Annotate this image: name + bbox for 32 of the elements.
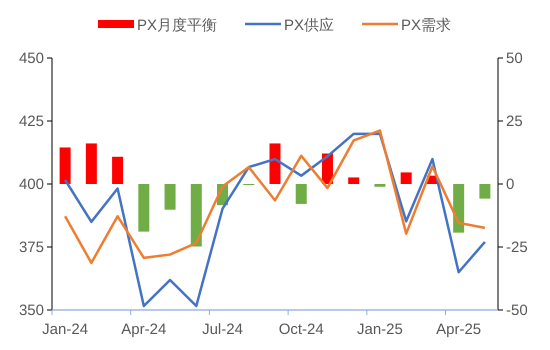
- x-tick-label: Apr-24: [121, 321, 166, 338]
- y-tick-label: 450: [18, 50, 44, 67]
- y2-tick-label: -50: [506, 302, 528, 319]
- bar: [453, 184, 464, 233]
- bar: [164, 184, 176, 210]
- y-tick-label: 350: [18, 302, 44, 319]
- bar: [86, 143, 97, 184]
- y-tick-label: 400: [18, 176, 44, 193]
- bar: [138, 184, 150, 232]
- x-tick-label: Jan-25: [357, 321, 403, 338]
- x-tick-label: Oct-24: [278, 321, 324, 338]
- x-tick-label: Jan-24: [42, 321, 88, 338]
- y2-tick-label: -25: [506, 239, 528, 256]
- y-tick-label: 425: [18, 113, 44, 130]
- legend-label: PX月度平衡: [137, 17, 218, 34]
- legend-label: PX供应: [284, 17, 334, 34]
- y2-tick-label: 50: [506, 50, 523, 67]
- bar: [400, 172, 412, 184]
- bar: [270, 143, 280, 184]
- y2-tick-label: 0: [506, 176, 514, 193]
- bar: [479, 184, 490, 199]
- legend-label: PX需求: [401, 17, 452, 34]
- bar: [348, 177, 360, 184]
- x-tick-label: Jul-24: [202, 321, 243, 338]
- bar: [112, 156, 124, 184]
- x-tick-label: Apr-25: [436, 321, 482, 338]
- bar: [190, 184, 202, 246]
- bar: [60, 147, 71, 184]
- bar: [296, 184, 307, 204]
- bar: [374, 184, 386, 187]
- y-tick-label: 375: [18, 239, 44, 256]
- y2-tick-label: 25: [506, 113, 523, 130]
